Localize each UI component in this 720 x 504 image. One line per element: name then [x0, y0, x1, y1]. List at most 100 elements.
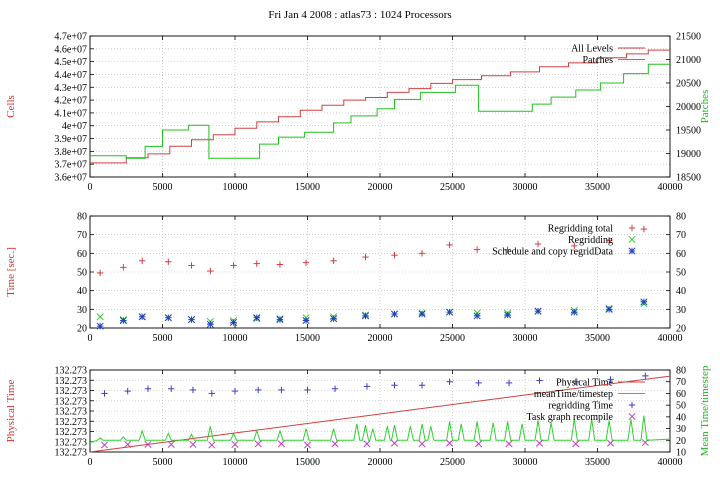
y2-tick-label: 60 — [676, 389, 686, 400]
y-tick-label: 4.4e+07 — [54, 70, 87, 81]
y2-tick-label: 19500 — [676, 126, 701, 137]
y2-tick-label: 19000 — [676, 149, 701, 160]
y2-tick-label: 40 — [676, 286, 686, 297]
data-point-2 — [418, 310, 426, 318]
y2-tick-label: 80 — [676, 212, 686, 223]
data-point-0 — [96, 269, 104, 277]
y-tick-label: 30 — [77, 305, 87, 316]
y-axis-label: Physical Time — [5, 380, 17, 443]
data-point-2 — [278, 386, 285, 394]
y-tick-label: 4.3e+07 — [54, 83, 87, 94]
x-tick-label: 0 — [88, 182, 93, 193]
y-tick-label: 50 — [77, 268, 87, 279]
y2-tick-label: 20000 — [676, 102, 701, 113]
data-point-2 — [504, 311, 512, 319]
data-point-0 — [571, 242, 578, 250]
data-point-2 — [536, 377, 543, 384]
x-tick-label: 15000 — [295, 182, 320, 193]
data-point-2 — [418, 382, 426, 389]
series-line-1 — [90, 63, 670, 159]
data-point-0 — [302, 259, 310, 266]
data-point-0 — [188, 262, 195, 269]
y-tick-label: 4.2e+07 — [54, 96, 87, 107]
y-tick-label: 132.273 — [55, 427, 88, 438]
data-point-2 — [96, 322, 104, 330]
y-tick-label: 80 — [77, 212, 87, 223]
y2-tick-label: 20500 — [676, 79, 701, 90]
y-tick-label: 3.7e+07 — [54, 160, 87, 171]
x-tick-label: 25000 — [440, 333, 465, 344]
y2-tick-label: 30 — [676, 305, 686, 316]
data-point-2 — [304, 386, 311, 394]
y-tick-label: 132.273 — [55, 396, 88, 407]
y-tick-label: 3.9e+07 — [54, 134, 87, 145]
data-point-2 — [144, 385, 152, 392]
data-point-2 — [331, 385, 339, 392]
data-point-2 — [138, 313, 146, 321]
data-point-3 — [124, 440, 132, 448]
data-point-2 — [189, 386, 197, 394]
data-point-2 — [642, 372, 649, 380]
y2-tick-label: 50 — [676, 401, 686, 412]
data-point-0 — [165, 258, 172, 265]
data-point-2 — [119, 316, 127, 325]
series-line-0 — [90, 49, 670, 164]
data-point-3 — [446, 439, 454, 447]
data-point-2 — [446, 308, 454, 316]
data-point-2 — [605, 305, 613, 313]
data-point-2 — [208, 390, 215, 397]
data-point-0 — [120, 264, 127, 271]
x-tick-label: 10000 — [223, 457, 248, 468]
data-point-2 — [390, 310, 399, 318]
x-tick-label: 10000 — [223, 182, 248, 193]
x-tick-label: 30000 — [513, 333, 538, 344]
y-axis-label: Time [sec.] — [5, 247, 17, 297]
data-point-2 — [302, 316, 310, 325]
y2-tick-label: 70 — [676, 230, 686, 241]
data-point-3 — [606, 439, 615, 447]
y2-tick-label: 18500 — [676, 173, 701, 184]
legend-label-3: Task graph recompile — [527, 412, 614, 423]
data-point-0 — [534, 240, 542, 248]
y2-tick-label: 40 — [676, 412, 686, 423]
x-tick-label: 5000 — [153, 457, 173, 468]
y2-tick-label: 21500 — [676, 32, 701, 43]
data-point-2 — [391, 382, 398, 389]
legend-label-1: Patches — [582, 55, 613, 66]
data-point-2 — [231, 387, 239, 395]
legend-label-1: Regridding — [568, 235, 613, 246]
legend-marker-0 — [628, 224, 636, 232]
y2-tick-label: 70 — [676, 377, 686, 388]
y-tick-label: 4e+07 — [62, 121, 87, 132]
y-tick-label: 132.273 — [55, 417, 88, 428]
data-point-0 — [418, 250, 426, 257]
data-point-2 — [187, 316, 196, 324]
plot-frame — [89, 215, 671, 329]
x-tick-label: 40000 — [658, 457, 683, 468]
y-tick-label: 40 — [77, 286, 87, 297]
x-tick-label: 0 — [88, 333, 93, 344]
y2-tick-label: 30 — [676, 424, 686, 435]
data-point-2 — [101, 390, 108, 397]
y-tick-label: 3.6e+07 — [54, 173, 87, 184]
series-line-1 — [89, 415, 671, 444]
data-point-3 — [303, 441, 312, 449]
y2-tick-label: 20 — [676, 436, 686, 447]
y2-axis-label: Patches — [699, 90, 711, 124]
data-point-2 — [640, 298, 648, 306]
data-point-2 — [475, 379, 482, 387]
data-point-3 — [535, 439, 544, 447]
data-point-0 — [640, 225, 648, 233]
data-point-0 — [253, 260, 260, 267]
x-tick-label: 40000 — [658, 333, 683, 344]
data-point-0 — [446, 241, 453, 249]
data-point-3 — [363, 440, 371, 448]
data-point-0 — [139, 257, 146, 264]
data-point-2 — [473, 312, 481, 320]
y-tick-label: 132.273 — [55, 437, 88, 448]
data-point-3 — [167, 440, 175, 448]
data-point-0 — [473, 246, 481, 253]
data-point-2 — [168, 385, 175, 392]
legend-label-0: Physical Time — [556, 378, 614, 389]
